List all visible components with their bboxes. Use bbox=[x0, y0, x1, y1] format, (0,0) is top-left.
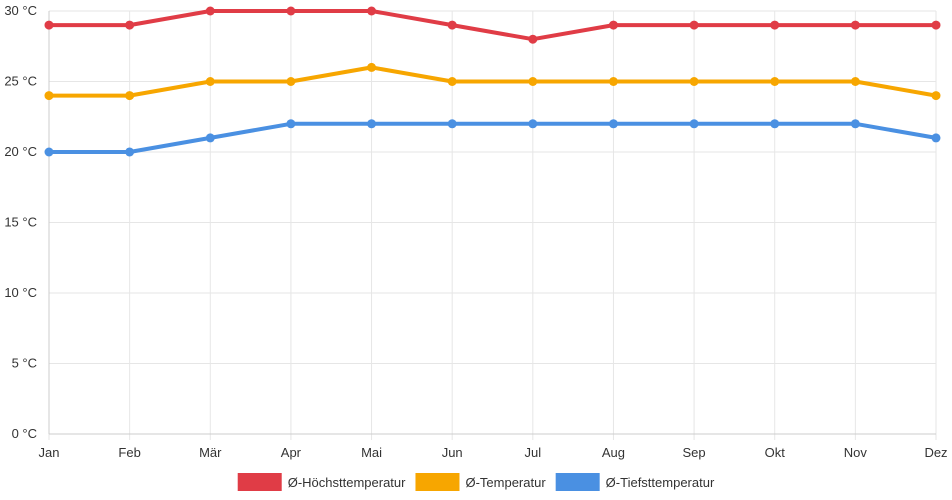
series-line bbox=[47, 121, 938, 154]
data-point bbox=[689, 77, 699, 86]
data-point bbox=[931, 91, 941, 101]
data-point bbox=[608, 20, 618, 30]
data-point bbox=[44, 147, 54, 157]
data-point bbox=[770, 77, 780, 86]
grid bbox=[48, 10, 937, 440]
series-points bbox=[44, 6, 941, 157]
data-point bbox=[447, 119, 457, 129]
data-point bbox=[367, 62, 377, 72]
y-tick-label: 0 °C bbox=[12, 426, 37, 441]
data-point bbox=[931, 133, 941, 143]
x-tick-label: Mär bbox=[199, 445, 222, 460]
legend-label: Ø-Höchsttemperatur bbox=[288, 475, 406, 490]
series-lines bbox=[47, 9, 938, 154]
legend-label: Ø-Temperatur bbox=[465, 475, 546, 490]
data-point bbox=[770, 20, 780, 30]
data-point bbox=[770, 119, 780, 129]
y-tick-label: 20 °C bbox=[4, 144, 37, 159]
data-point bbox=[367, 6, 377, 16]
data-point bbox=[286, 119, 296, 129]
x-tick-label: Jan bbox=[39, 445, 60, 460]
data-point bbox=[205, 77, 215, 86]
series-line bbox=[47, 65, 938, 98]
data-point bbox=[205, 133, 215, 143]
x-tick-label: Dez bbox=[924, 445, 947, 460]
series-line bbox=[47, 9, 938, 42]
y-axis-ticks: 0 °C 5 °C 10 °C 15 °C 20 °C 25 °C 30 °C bbox=[4, 3, 37, 441]
data-point bbox=[367, 119, 377, 129]
legend-swatch bbox=[415, 473, 460, 491]
data-point bbox=[44, 20, 54, 30]
data-point bbox=[528, 34, 538, 44]
data-point bbox=[689, 20, 699, 30]
legend-label: Ø-Tiefsttemperatur bbox=[606, 475, 715, 490]
x-tick-label: Sep bbox=[683, 445, 706, 460]
legend-swatch bbox=[555, 473, 600, 491]
data-point bbox=[850, 77, 860, 86]
data-point bbox=[447, 20, 457, 30]
x-tick-label: Jun bbox=[442, 445, 463, 460]
y-tick-label: 10 °C bbox=[4, 285, 37, 300]
data-point bbox=[125, 20, 135, 30]
x-tick-label: Nov bbox=[844, 445, 868, 460]
y-tick-label: 25 °C bbox=[4, 74, 37, 89]
x-tick-label: Mai bbox=[361, 445, 382, 460]
y-tick-label: 15 °C bbox=[4, 215, 37, 230]
x-tick-label: Apr bbox=[281, 445, 302, 460]
data-point bbox=[528, 119, 538, 129]
x-tick-label: Jul bbox=[525, 445, 542, 460]
data-point bbox=[850, 20, 860, 30]
data-point bbox=[528, 77, 538, 86]
data-point bbox=[286, 77, 296, 86]
data-point bbox=[125, 91, 135, 101]
data-point bbox=[447, 77, 457, 86]
y-tick-label: 30 °C bbox=[4, 3, 37, 18]
data-point bbox=[286, 6, 296, 16]
x-tick-label: Aug bbox=[602, 445, 625, 460]
legend-swatch bbox=[237, 473, 282, 491]
data-point bbox=[608, 77, 618, 86]
data-point bbox=[850, 119, 860, 129]
x-axis-ticks: Jan Feb Mär Apr Mai Jun Jul Aug Sep Okt Nov Dez bbox=[39, 445, 948, 460]
data-point bbox=[205, 6, 215, 16]
x-tick-label: Feb bbox=[118, 445, 140, 460]
legend: Ø-Höchsttemperatur Ø-Temperatur Ø-Tiefstte… bbox=[237, 473, 715, 491]
data-point bbox=[125, 147, 135, 157]
x-tick-label: Okt bbox=[765, 445, 786, 460]
data-point bbox=[689, 119, 699, 129]
y-tick-label: 5 °C bbox=[12, 356, 37, 371]
data-point bbox=[931, 20, 941, 30]
data-point bbox=[44, 91, 54, 101]
data-point bbox=[608, 119, 618, 129]
